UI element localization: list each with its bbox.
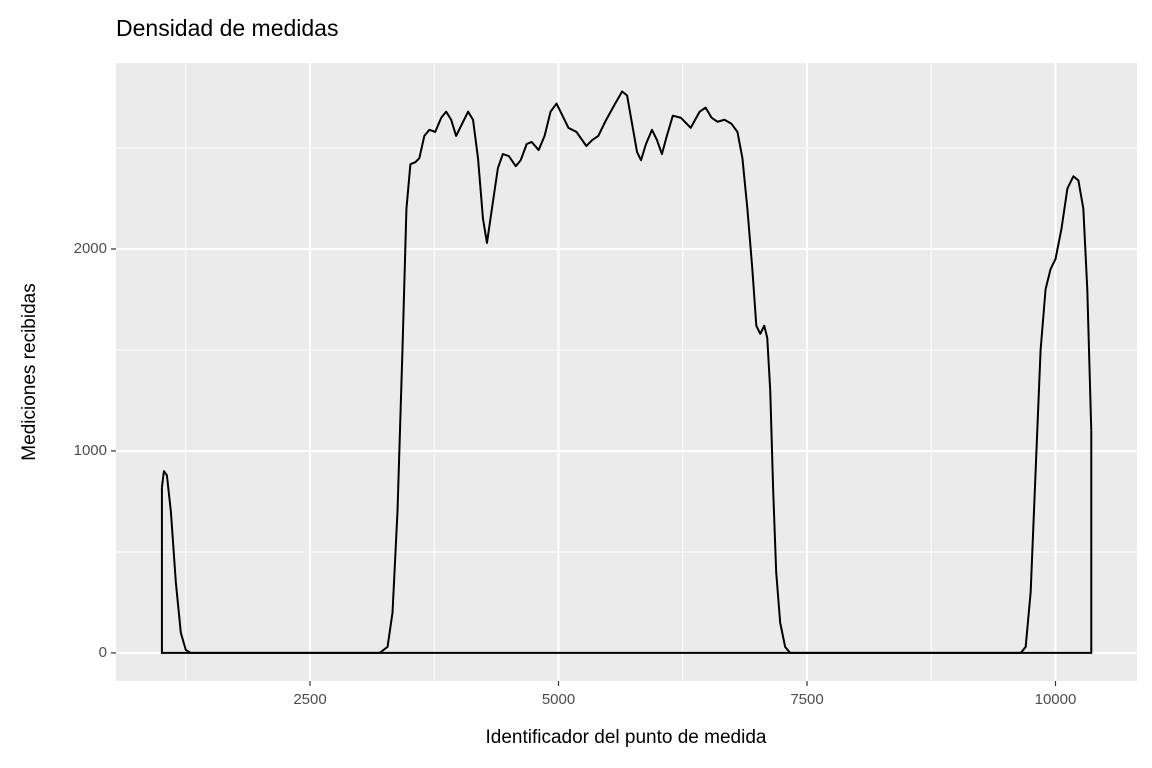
chart-title: Densidad de medidas <box>116 15 338 41</box>
y-tick-label: 1000 <box>74 442 107 459</box>
density-baseline <box>160 430 1093 654</box>
density-line <box>160 90 1093 654</box>
x-axis-label: Identificador del punto de medida <box>486 727 767 748</box>
x-tick-label: 7500 <box>790 691 823 708</box>
y-tick-label: 2000 <box>74 240 107 257</box>
x-tick-label: 10000 <box>1035 691 1077 708</box>
plot-background <box>116 63 1137 681</box>
y-tick-label: 0 <box>99 644 107 661</box>
x-tick-label: 2500 <box>293 691 326 708</box>
y-axis-label: Mediciones recibidas <box>19 283 40 460</box>
x-tick-label: 5000 <box>542 691 575 708</box>
